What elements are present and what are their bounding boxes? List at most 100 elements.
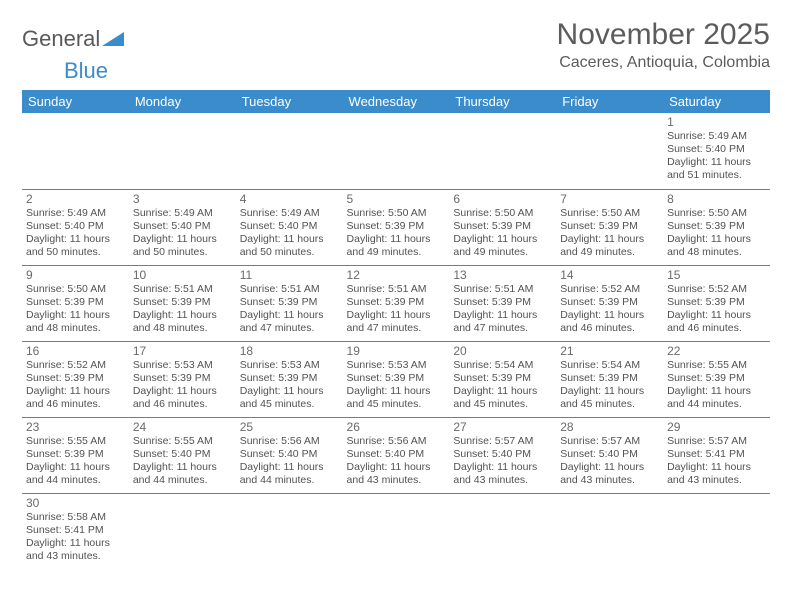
day-info: Sunrise: 5:53 AMSunset: 5:39 PMDaylight:…	[347, 359, 446, 412]
logo-text-b: Blue	[64, 58, 108, 83]
calendar-cell: 22Sunrise: 5:55 AMSunset: 5:39 PMDayligh…	[663, 341, 770, 417]
day-info: Sunrise: 5:56 AMSunset: 5:40 PMDaylight:…	[347, 435, 446, 488]
calendar-cell: 21Sunrise: 5:54 AMSunset: 5:39 PMDayligh…	[556, 341, 663, 417]
day-info: Sunrise: 5:49 AMSunset: 5:40 PMDaylight:…	[667, 130, 766, 183]
calendar-cell	[22, 113, 129, 189]
calendar-cell	[236, 113, 343, 189]
calendar-body: 1Sunrise: 5:49 AMSunset: 5:40 PMDaylight…	[22, 113, 770, 569]
calendar-cell: 18Sunrise: 5:53 AMSunset: 5:39 PMDayligh…	[236, 341, 343, 417]
calendar-cell: 5Sunrise: 5:50 AMSunset: 5:39 PMDaylight…	[343, 189, 450, 265]
calendar-row: 9Sunrise: 5:50 AMSunset: 5:39 PMDaylight…	[22, 265, 770, 341]
calendar-cell	[343, 113, 450, 189]
page-title: November 2025	[557, 18, 770, 52]
day-info: Sunrise: 5:50 AMSunset: 5:39 PMDaylight:…	[347, 207, 446, 260]
day-number: 28	[560, 420, 659, 434]
calendar-row: 23Sunrise: 5:55 AMSunset: 5:39 PMDayligh…	[22, 417, 770, 493]
calendar-cell: 6Sunrise: 5:50 AMSunset: 5:39 PMDaylight…	[449, 189, 556, 265]
calendar-cell: 15Sunrise: 5:52 AMSunset: 5:39 PMDayligh…	[663, 265, 770, 341]
calendar-cell	[663, 493, 770, 569]
day-info: Sunrise: 5:55 AMSunset: 5:39 PMDaylight:…	[667, 359, 766, 412]
col-monday: Monday	[129, 90, 236, 113]
day-info: Sunrise: 5:51 AMSunset: 5:39 PMDaylight:…	[453, 283, 552, 336]
day-number: 29	[667, 420, 766, 434]
day-info: Sunrise: 5:57 AMSunset: 5:40 PMDaylight:…	[560, 435, 659, 488]
day-number: 13	[453, 268, 552, 282]
col-thursday: Thursday	[449, 90, 556, 113]
day-info: Sunrise: 5:54 AMSunset: 5:39 PMDaylight:…	[453, 359, 552, 412]
day-info: Sunrise: 5:50 AMSunset: 5:39 PMDaylight:…	[26, 283, 125, 336]
day-number: 16	[26, 344, 125, 358]
calendar-cell: 12Sunrise: 5:51 AMSunset: 5:39 PMDayligh…	[343, 265, 450, 341]
day-number: 3	[133, 192, 232, 206]
logo-text-a: General	[22, 26, 100, 52]
calendar-cell: 20Sunrise: 5:54 AMSunset: 5:39 PMDayligh…	[449, 341, 556, 417]
calendar-cell: 11Sunrise: 5:51 AMSunset: 5:39 PMDayligh…	[236, 265, 343, 341]
col-tuesday: Tuesday	[236, 90, 343, 113]
calendar-cell: 9Sunrise: 5:50 AMSunset: 5:39 PMDaylight…	[22, 265, 129, 341]
day-number: 6	[453, 192, 552, 206]
calendar-row: 16Sunrise: 5:52 AMSunset: 5:39 PMDayligh…	[22, 341, 770, 417]
day-number: 26	[347, 420, 446, 434]
day-number: 18	[240, 344, 339, 358]
day-number: 22	[667, 344, 766, 358]
calendar-cell	[556, 493, 663, 569]
day-info: Sunrise: 5:52 AMSunset: 5:39 PMDaylight:…	[560, 283, 659, 336]
calendar-cell	[129, 493, 236, 569]
calendar-row: 30Sunrise: 5:58 AMSunset: 5:41 PMDayligh…	[22, 493, 770, 569]
day-number: 10	[133, 268, 232, 282]
calendar-cell	[236, 493, 343, 569]
day-number: 9	[26, 268, 125, 282]
calendar-row: 2 Sunrise: 5:49 AMSunset: 5:40 PMDaylight…	[22, 189, 770, 265]
col-saturday: Saturday	[663, 90, 770, 113]
day-info: Sunrise: 5:52 AMSunset: 5:39 PMDaylight:…	[667, 283, 766, 336]
day-number: 20	[453, 344, 552, 358]
day-number: 27	[453, 420, 552, 434]
calendar-cell: 17Sunrise: 5:53 AMSunset: 5:39 PMDayligh…	[129, 341, 236, 417]
calendar-cell: 13Sunrise: 5:51 AMSunset: 5:39 PMDayligh…	[449, 265, 556, 341]
day-info: Sunrise: 5:53 AMSunset: 5:39 PMDaylight:…	[240, 359, 339, 412]
day-number: 25	[240, 420, 339, 434]
day-number: 2	[26, 192, 125, 206]
col-friday: Friday	[556, 90, 663, 113]
col-wednesday: Wednesday	[343, 90, 450, 113]
page-subtitle: Caceres, Antioquia, Colombia	[557, 54, 770, 72]
day-number: 1	[667, 115, 766, 129]
day-number: 4	[240, 192, 339, 206]
day-info: Sunrise: 5:50 AMSunset: 5:39 PMDaylight:…	[560, 207, 659, 260]
calendar-cell: 28Sunrise: 5:57 AMSunset: 5:40 PMDayligh…	[556, 417, 663, 493]
calendar-cell: 24Sunrise: 5:55 AMSunset: 5:40 PMDayligh…	[129, 417, 236, 493]
day-info: Sunrise: 5:51 AMSunset: 5:39 PMDaylight:…	[133, 283, 232, 336]
calendar-cell: 10Sunrise: 5:51 AMSunset: 5:39 PMDayligh…	[129, 265, 236, 341]
day-number: 17	[133, 344, 232, 358]
day-number: 19	[347, 344, 446, 358]
logo-triangle-icon	[102, 26, 124, 52]
calendar-cell: 30Sunrise: 5:58 AMSunset: 5:41 PMDayligh…	[22, 493, 129, 569]
calendar-cell: 25Sunrise: 5:56 AMSunset: 5:40 PMDayligh…	[236, 417, 343, 493]
day-number: 11	[240, 268, 339, 282]
day-info: Sunrise: 5:54 AMSunset: 5:39 PMDaylight:…	[560, 359, 659, 412]
calendar-cell: 8Sunrise: 5:50 AMSunset: 5:39 PMDaylight…	[663, 189, 770, 265]
day-number: 7	[560, 192, 659, 206]
calendar-cell: 23Sunrise: 5:55 AMSunset: 5:39 PMDayligh…	[22, 417, 129, 493]
calendar-cell	[449, 493, 556, 569]
weekday-header-row: Sunday Monday Tuesday Wednesday Thursday…	[22, 90, 770, 113]
day-number: 8	[667, 192, 766, 206]
day-number: 5	[347, 192, 446, 206]
col-sunday: Sunday	[22, 90, 129, 113]
calendar-cell: 14Sunrise: 5:52 AMSunset: 5:39 PMDayligh…	[556, 265, 663, 341]
calendar-cell: 1Sunrise: 5:49 AMSunset: 5:40 PMDaylight…	[663, 113, 770, 189]
calendar-cell: 4Sunrise: 5:49 AMSunset: 5:40 PMDaylight…	[236, 189, 343, 265]
calendar-cell	[556, 113, 663, 189]
calendar-cell: 16Sunrise: 5:52 AMSunset: 5:39 PMDayligh…	[22, 341, 129, 417]
day-number: 30	[26, 496, 125, 510]
calendar-cell: 27Sunrise: 5:57 AMSunset: 5:40 PMDayligh…	[449, 417, 556, 493]
day-info: Sunrise: 5:58 AMSunset: 5:41 PMDaylight:…	[26, 511, 125, 564]
day-info: Sunrise: 5:49 AMSunset: 5:40 PMDaylight:…	[133, 207, 232, 260]
calendar-cell: 26Sunrise: 5:56 AMSunset: 5:40 PMDayligh…	[343, 417, 450, 493]
day-info: Sunrise: 5:57 AMSunset: 5:41 PMDaylight:…	[667, 435, 766, 488]
calendar-cell	[343, 493, 450, 569]
day-info: Sunrise: 5:55 AMSunset: 5:39 PMDaylight:…	[26, 435, 125, 488]
day-info: Sunrise: 5:56 AMSunset: 5:40 PMDaylight:…	[240, 435, 339, 488]
title-block: November 2025 Caceres, Antioquia, Colomb…	[557, 18, 770, 72]
day-info: Sunrise: 5:53 AMSunset: 5:39 PMDaylight:…	[133, 359, 232, 412]
